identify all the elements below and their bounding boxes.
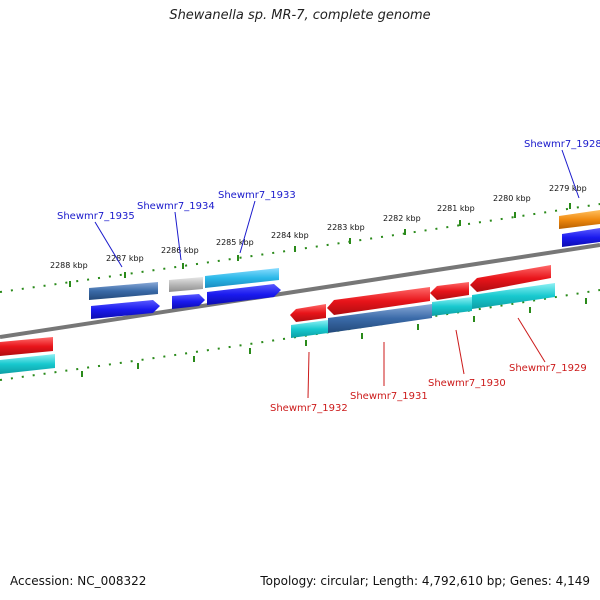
accession-text: Accession: NC_008322 <box>10 574 147 588</box>
reverse-cds-track <box>0 265 551 356</box>
reverse-leader-lines <box>307 317 546 399</box>
position-label: 2285 kbp <box>216 238 254 247</box>
cds-1933[interactable] <box>207 284 281 305</box>
gene-feature-1932[interactable] <box>291 320 328 338</box>
gene-label-shewmr7-1933[interactable]: Shewmr7_1933 <box>218 190 296 201</box>
position-label: 2279 kbp <box>549 184 587 193</box>
cds-1932[interactable] <box>290 304 326 322</box>
gene-feature-1933[interactable] <box>205 268 279 288</box>
cds-1934[interactable] <box>172 294 205 309</box>
genome-summary-text: Topology: circular; Length: 4,792,610 bp… <box>260 574 590 588</box>
major-ticks <box>69 203 587 377</box>
gene-label-shewmr7-1929[interactable]: Shewmr7_1929 <box>509 363 587 374</box>
cds-1929[interactable] <box>470 265 551 292</box>
gene-feature-1931[interactable] <box>328 304 432 333</box>
forward-cds-track <box>91 228 600 319</box>
gene-label-shewmr7-1935[interactable]: Shewmr7_1935 <box>57 211 135 222</box>
position-labels: 2288 kbp 2287 kbp 2286 kbp 2285 kbp 2284… <box>50 184 587 270</box>
gene-feature-1934[interactable] <box>169 277 203 292</box>
gene-label-shewmr7-1934[interactable]: Shewmr7_1934 <box>137 201 215 212</box>
gene-label-shewmr7-1928[interactable]: Shewmr7_1928 <box>524 139 600 150</box>
gene-feature-1935[interactable] <box>89 282 158 300</box>
gene-label-shewmr7-1932[interactable]: Shewmr7_1932 <box>270 403 348 414</box>
cds-1935[interactable] <box>91 300 160 319</box>
position-label: 2284 kbp <box>271 231 309 240</box>
position-label: 2287 kbp <box>106 254 144 263</box>
forward-leader-lines <box>94 149 580 268</box>
position-label: 2281 kbp <box>437 204 475 213</box>
cds-1928[interactable] <box>562 228 600 247</box>
gene-label-shewmr7-1931[interactable]: Shewmr7_1931 <box>350 391 428 402</box>
gene-feature-1930[interactable] <box>432 297 472 316</box>
reverse-gene-labels: Shewmr7_1932 Shewmr7_1931 Shewmr7_1930 S… <box>270 363 587 414</box>
position-label: 2283 kbp <box>327 223 365 232</box>
gene-feature-1928[interactable] <box>559 210 600 229</box>
reverse-gene-track <box>0 283 555 374</box>
gene-label-shewmr7-1930[interactable]: Shewmr7_1930 <box>428 378 506 389</box>
cds-left-partial[interactable] <box>0 337 53 356</box>
forward-gene-track <box>89 210 600 300</box>
position-label: 2288 kbp <box>50 261 88 270</box>
position-label: 2280 kbp <box>493 194 531 203</box>
forward-gene-labels: Shewmr7_1935 Shewmr7_1934 Shewmr7_1933 S… <box>57 139 600 222</box>
gene-feature-1929[interactable] <box>472 283 555 309</box>
gene-feature-left-partial[interactable] <box>0 354 55 374</box>
cds-1930[interactable] <box>430 282 469 300</box>
cds-1931[interactable] <box>327 287 430 315</box>
genome-backbone <box>0 243 600 339</box>
map-title: Shewanella sp. MR-7, complete genome <box>169 8 431 23</box>
position-label: 2282 kbp <box>383 214 421 223</box>
